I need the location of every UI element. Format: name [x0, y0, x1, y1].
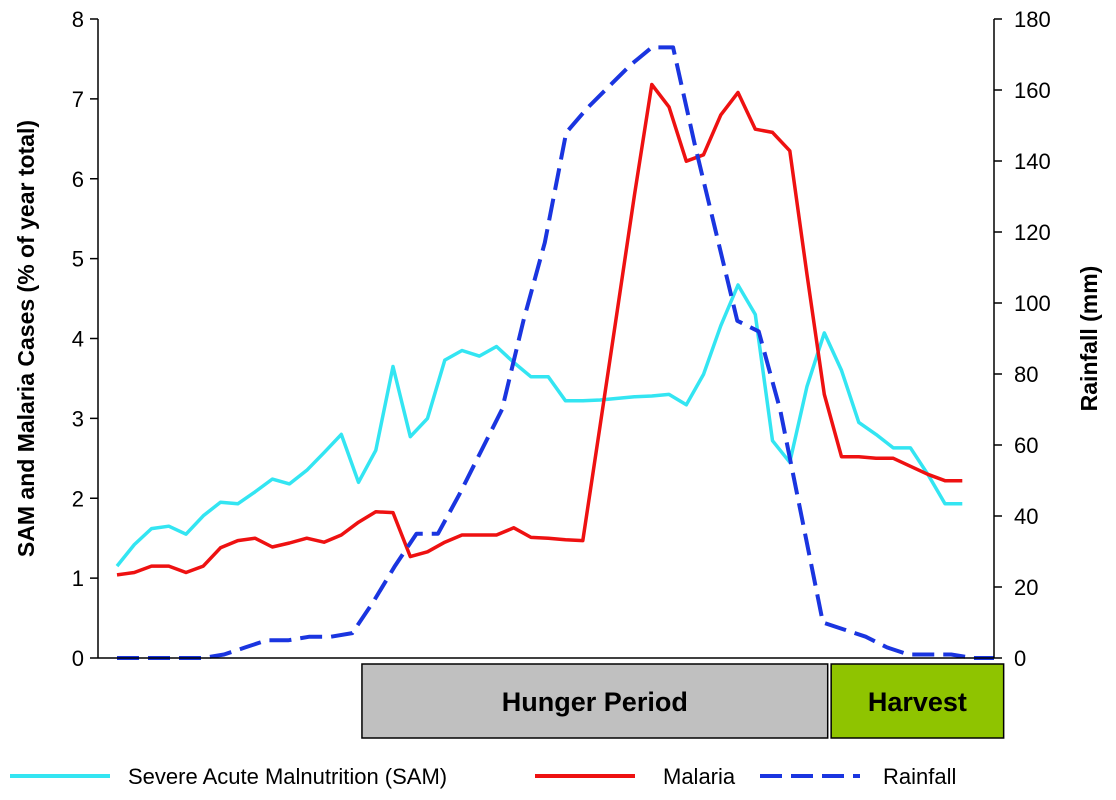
- legend-label-0: Severe Acute Malnutrition (SAM): [128, 764, 447, 789]
- left-tick-label: 3: [72, 406, 84, 431]
- left-tick-label: 7: [72, 87, 84, 112]
- right-tick-label: 80: [1014, 362, 1038, 387]
- left-y-axis-ticks: 0 1 2 3 4 5 6 7 8: [72, 7, 98, 671]
- left-tick-label: 1: [72, 566, 84, 591]
- series-line-0: [115, 283, 963, 568]
- right-y-axis-title: Rainfall (mm): [1076, 266, 1102, 412]
- period-label-0: Hunger Period: [502, 687, 688, 717]
- right-tick-label: 60: [1014, 433, 1038, 458]
- right-y-axis-ticks: 0 20 40 60 80 100 120 140 160 180: [994, 7, 1051, 671]
- period-label-1: Harvest: [868, 687, 967, 717]
- right-tick-label: 20: [1014, 575, 1038, 600]
- left-y-axis-title: SAM and Malaria Cases (% of year total): [13, 120, 39, 557]
- series-line-2: [117, 45, 994, 660]
- right-tick-label: 100: [1014, 291, 1051, 316]
- plot-area: 0 1 2 3 4 5 6 7 8 0 20 40 60 80 100 120 140 160 180: [72, 7, 1051, 671]
- right-tick-label: 0: [1014, 646, 1026, 671]
- left-tick-label: 5: [72, 247, 84, 272]
- left-tick-label: 2: [72, 486, 84, 511]
- left-tick-label: 8: [72, 7, 84, 32]
- period-band-0: [361, 663, 829, 739]
- right-tick-label: 140: [1014, 149, 1051, 174]
- legend-label-1: Malaria: [663, 764, 736, 789]
- series-layer: [115, 45, 994, 660]
- right-tick-label: 40: [1014, 504, 1038, 529]
- period-bands: Hunger Period Harvest: [361, 663, 1005, 739]
- period-band-1: [830, 663, 1005, 739]
- left-tick-label: 0: [72, 646, 84, 671]
- right-tick-label: 120: [1014, 220, 1051, 245]
- series-line-1: [116, 82, 963, 577]
- right-tick-label: 180: [1014, 7, 1051, 32]
- legend: Severe Acute Malnutrition (SAM) Malaria Ra…: [10, 764, 956, 789]
- legend-label-2: Rainfall: [883, 764, 956, 789]
- left-tick-label: 4: [72, 327, 84, 352]
- left-tick-label: 6: [72, 167, 84, 192]
- right-tick-label: 160: [1014, 78, 1051, 103]
